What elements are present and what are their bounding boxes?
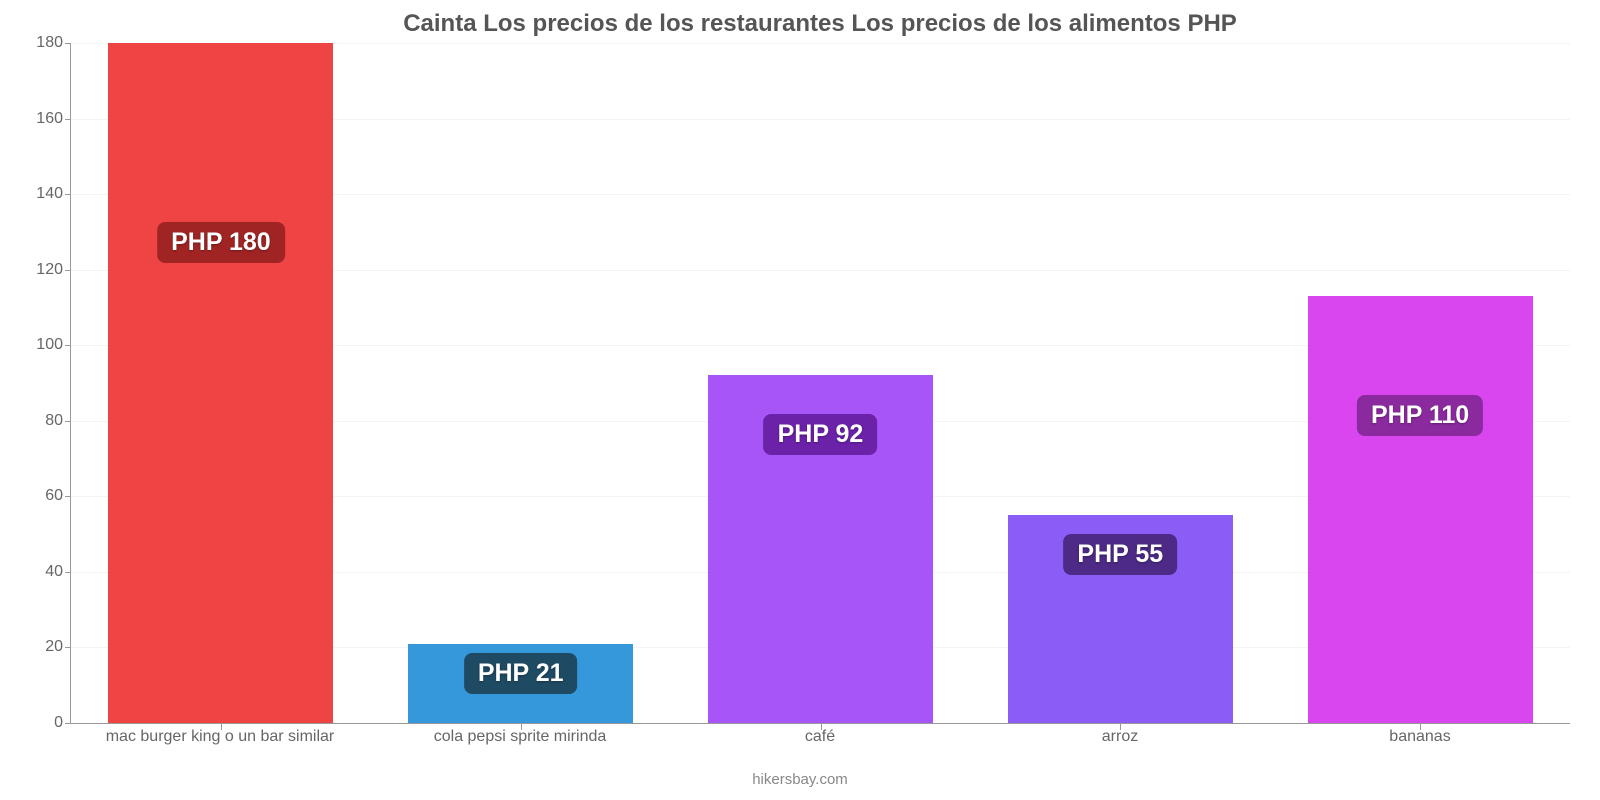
price-chart: Cainta Los precios de los restaurantes L… bbox=[0, 0, 1600, 800]
y-tick-label: 140 bbox=[21, 185, 63, 203]
bars-container: PHP 180 PHP 21 PHP 92 PHP 55 PHP 110 bbox=[71, 44, 1570, 723]
y-tick-label: 120 bbox=[21, 261, 63, 279]
value-badge: PHP 92 bbox=[764, 414, 878, 455]
value-badge: PHP 55 bbox=[1063, 534, 1177, 575]
bar: PHP 110 bbox=[1308, 296, 1533, 723]
y-tick-label: 20 bbox=[21, 638, 63, 656]
x-axis-label: bananas bbox=[1270, 728, 1570, 746]
y-tick-label: 180 bbox=[21, 34, 63, 52]
value-badge: PHP 180 bbox=[157, 222, 285, 263]
x-axis-label: mac burger king o un bar similar bbox=[70, 728, 370, 746]
x-axis-label: arroz bbox=[970, 728, 1270, 746]
bar: PHP 180 bbox=[108, 43, 333, 723]
y-tick-label: 80 bbox=[21, 412, 63, 430]
bar-slot: PHP 110 bbox=[1270, 44, 1570, 723]
y-tick-label: 160 bbox=[21, 110, 63, 128]
bar-slot: PHP 55 bbox=[970, 44, 1270, 723]
bar-slot: PHP 21 bbox=[371, 44, 671, 723]
bar: PHP 55 bbox=[1008, 515, 1233, 723]
value-badge: PHP 110 bbox=[1357, 395, 1483, 436]
source-attribution: hikersbay.com bbox=[0, 771, 1600, 788]
y-tick-label: 40 bbox=[21, 563, 63, 581]
chart-title: Cainta Los precios de los restaurantes L… bbox=[70, 10, 1570, 38]
value-badge: PHP 21 bbox=[464, 653, 578, 694]
bar: PHP 21 bbox=[408, 644, 633, 723]
bar-slot: PHP 180 bbox=[71, 44, 371, 723]
bar: PHP 92 bbox=[708, 375, 933, 723]
x-axis-label: cola pepsi sprite mirinda bbox=[370, 728, 670, 746]
x-axis-labels: mac burger king o un bar similarcola pep… bbox=[70, 728, 1570, 746]
x-axis-label: café bbox=[670, 728, 970, 746]
plot-area: 020406080100120140160180 PHP 180PHP 21PH… bbox=[70, 44, 1570, 724]
y-tick-mark bbox=[65, 723, 71, 724]
y-tick-label: 0 bbox=[21, 714, 63, 732]
bar-slot: PHP 92 bbox=[671, 44, 971, 723]
y-tick-label: 100 bbox=[21, 336, 63, 354]
y-tick-label: 60 bbox=[21, 487, 63, 505]
